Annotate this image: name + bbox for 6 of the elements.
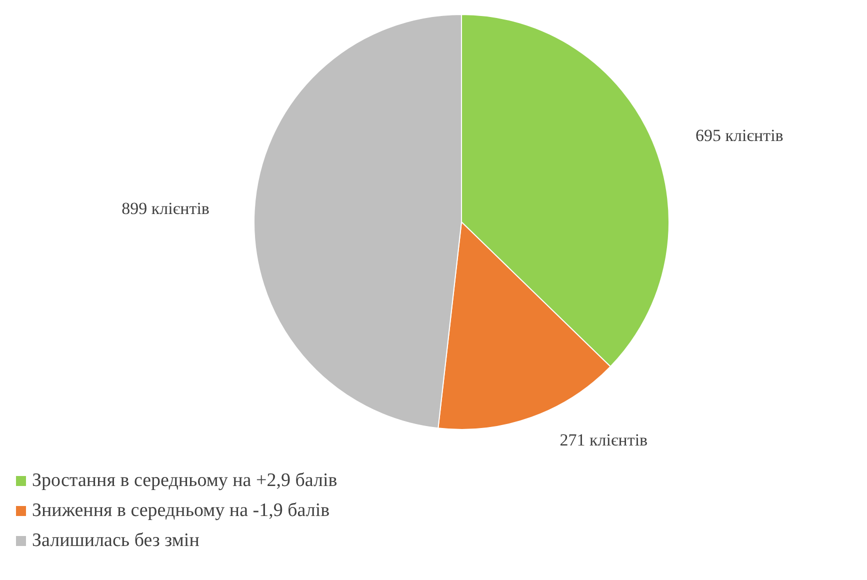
data-label: 271 клієнтів xyxy=(560,430,648,450)
legend-label: Залишилась без змін xyxy=(32,529,200,553)
data-label: 695 клієнтів xyxy=(696,126,784,145)
legend-label: Зростання в середньому на +2,9 балів xyxy=(32,469,338,493)
legend-label: Зниження в середньому на -1,9 балів xyxy=(32,499,330,523)
data-label: 899 клієнтів xyxy=(122,199,210,218)
